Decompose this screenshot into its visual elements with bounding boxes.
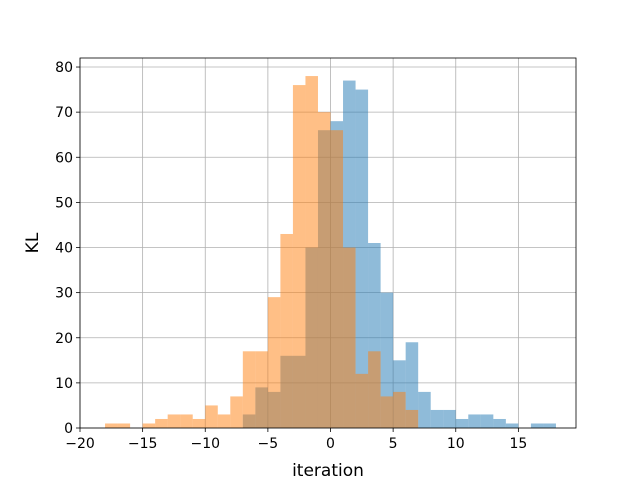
y-tick-label: 60 (55, 150, 73, 166)
histogram-bar-series-2 (142, 423, 156, 428)
histogram-bar-series-1 (380, 292, 394, 428)
y-axis-label: KL (23, 232, 43, 253)
y-tick-label: 0 (64, 421, 73, 437)
histogram-bar-series-1 (543, 423, 556, 428)
histogram-bar-series-2 (192, 418, 206, 428)
histogram-bar-series-1 (480, 414, 494, 428)
y-tick-label: 40 (55, 241, 73, 257)
y-tick-label: 10 (55, 376, 73, 392)
histogram-bar-series-2 (305, 76, 318, 429)
histogram-bar-series-1 (418, 391, 431, 428)
y-tick-label: 80 (55, 60, 73, 76)
y-tick-label: 30 (55, 286, 73, 302)
histogram-bar-series-2 (217, 414, 231, 428)
x-tick-label: 10 (447, 436, 465, 452)
histogram-bar-series-2 (393, 391, 406, 428)
histogram-bar-series-1 (443, 409, 456, 428)
x-tick-label: 5 (389, 436, 398, 452)
bars (105, 76, 556, 429)
histogram-bar-series-1 (493, 418, 506, 428)
histogram-bar-series-1 (530, 423, 544, 428)
histogram-bar-series-1 (355, 89, 369, 429)
histogram-bar-series-1 (505, 423, 519, 428)
histogram-bar-series-2 (317, 112, 331, 429)
histogram-bar-series-2 (405, 409, 419, 428)
histogram-bar-series-1 (455, 418, 469, 428)
histogram-bar-series-2 (180, 414, 193, 428)
histogram-bar-series-2 (230, 396, 243, 428)
histogram-bar-series-2 (117, 423, 131, 428)
histogram-bar-series-2 (330, 130, 344, 428)
histogram-bar-series-2 (205, 405, 218, 428)
histogram-bar-series-2 (267, 297, 281, 428)
x-tick-label: −10 (190, 436, 220, 452)
histogram-bar-series-2 (368, 351, 381, 428)
histogram-bar-series-2 (380, 396, 394, 428)
histogram-bar-series-2 (292, 85, 306, 428)
x-axis-ticks: −20 −15 −10 −5 0 5 10 15 (65, 428, 527, 452)
x-tick-label: −15 (128, 436, 158, 452)
histogram-bar-series-2 (167, 414, 181, 428)
histogram-bar-series-1 (430, 409, 444, 428)
x-tick-label: 15 (509, 436, 527, 452)
y-tick-label: 50 (55, 195, 73, 211)
y-axis-ticks: 0 10 20 30 40 50 60 70 80 (55, 60, 80, 437)
x-tick-label: −5 (258, 436, 279, 452)
histogram-bar-series-2 (242, 351, 256, 428)
histogram-bar-series-1 (468, 414, 481, 428)
x-tick-label: 0 (326, 436, 335, 452)
histogram-bar-series-2 (343, 247, 356, 428)
x-tick-label: −20 (65, 436, 95, 452)
histogram-bar-series-2 (105, 423, 118, 428)
plot-frame (79, 57, 577, 429)
histogram-bar-series-2 (355, 373, 369, 428)
histogram-bar-series-1 (405, 342, 419, 428)
y-tick-label: 70 (55, 105, 73, 121)
histogram-bar-series-2 (280, 233, 293, 428)
histogram-bar-series-2 (255, 351, 268, 428)
x-axis-label: iteration (292, 461, 364, 480)
y-tick-label: 20 (55, 331, 73, 347)
histogram-bar-series-2 (155, 418, 168, 428)
